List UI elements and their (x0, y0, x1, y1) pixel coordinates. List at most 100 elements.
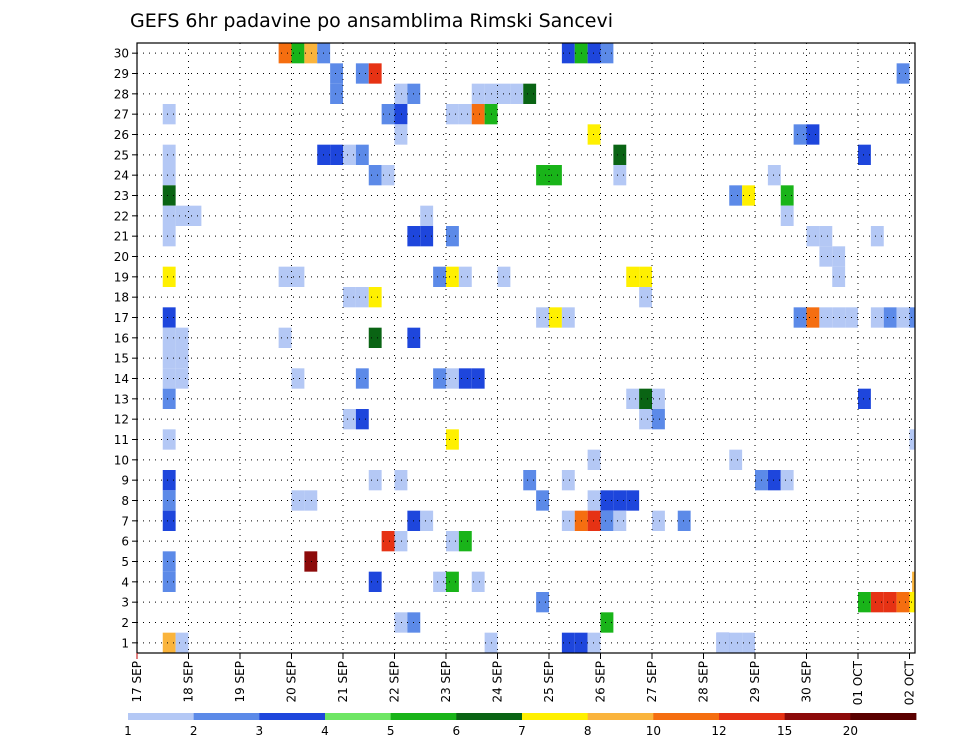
heatmap-cell (858, 388, 871, 409)
y-tick-label: 8 (121, 494, 129, 508)
heatmap-cell (394, 470, 408, 491)
heatmap-cell (626, 266, 640, 287)
heatmap-cell (446, 368, 459, 389)
colorbar-label: 5 (387, 724, 395, 738)
x-tick-label: 28 SEP (697, 661, 711, 703)
x-tick-label: 18 SEP (182, 661, 196, 703)
heatmap-cell (162, 470, 176, 491)
y-tick-label: 23 (114, 189, 129, 203)
y-tick-label: 20 (114, 250, 129, 264)
heatmap-cell (870, 226, 884, 247)
heatmap-cell (330, 83, 344, 104)
colorbar-label: 6 (453, 724, 461, 738)
heatmap-cell (600, 43, 614, 64)
x-axis-ticks: 17 SEP 18 SEP 19 SEP 20 SEP 21 SEP 22 SEP 23 S… (130, 653, 917, 705)
heatmap-cell (420, 205, 434, 226)
heatmap-cell (793, 307, 807, 328)
colorbar-swatch (719, 713, 786, 720)
heatmap-cell (549, 165, 562, 186)
heatmap-cell (600, 490, 614, 511)
heatmap-cell (639, 266, 653, 287)
x-tick-label: 19 SEP (233, 661, 247, 703)
y-tick-label: 30 (114, 47, 129, 61)
y-tick-label: 2 (121, 616, 129, 630)
heatmap-cell (896, 63, 910, 84)
heatmap-cell (819, 226, 833, 247)
y-tick-label: 6 (121, 535, 129, 549)
heatmap-cell (806, 226, 820, 247)
heatmap-cell (433, 571, 447, 592)
colorbar-swatch (522, 713, 589, 720)
heatmap-cell (446, 226, 459, 247)
heatmap-cell (806, 124, 820, 145)
heatmap-cell (832, 307, 846, 328)
y-tick-label: 13 (114, 392, 129, 406)
heatmap-cell (162, 205, 176, 226)
y-tick-label: 9 (121, 474, 129, 488)
heatmap-cell (368, 165, 382, 186)
heatmap-cell (278, 43, 292, 64)
heatmap-cell (549, 307, 562, 328)
heatmap-cell (162, 429, 176, 450)
colorbar-label: 4 (321, 724, 329, 738)
heatmap-cell (291, 266, 305, 287)
heatmap-cell (677, 510, 691, 531)
x-tick-label: 30 SEP (800, 661, 814, 703)
heatmap-cell (626, 388, 640, 409)
heatmap-cell (355, 409, 369, 430)
colorbar-label: 10 (646, 724, 661, 738)
heatmap-cell (896, 592, 910, 613)
heatmap-cell (162, 490, 176, 511)
heatmap-cell (368, 63, 382, 84)
colorbar-label: 7 (518, 724, 526, 738)
heatmap-cell (587, 43, 601, 64)
heatmap-cell (433, 266, 447, 287)
colorbar-label: 12 (711, 724, 726, 738)
heatmap-cell (368, 470, 382, 491)
heatmap-cell (912, 571, 915, 592)
y-tick-label: 21 (114, 230, 129, 244)
heatmap-cell (368, 327, 382, 348)
heatmap-cell (162, 104, 176, 125)
y-tick-label: 29 (114, 67, 129, 81)
heatmap-cell (394, 83, 408, 104)
heatmap-cell (162, 307, 176, 328)
heatmap-cell (162, 165, 176, 186)
colorbar-swatch (456, 713, 523, 720)
colorbar-swatch (784, 713, 851, 720)
heatmap-cell (446, 531, 459, 552)
heatmap-cell (883, 307, 897, 328)
heatmap-cell (536, 165, 550, 186)
x-tick-label: 25 SEP (542, 661, 556, 703)
y-tick-label: 5 (121, 555, 129, 569)
heatmap-cell (832, 266, 846, 287)
x-tick-label: 02 OCT (903, 660, 917, 705)
heatmap-cell (639, 388, 653, 409)
heatmap-cell (729, 632, 743, 653)
heatmap-cell (561, 307, 575, 328)
heatmap-cell (587, 449, 601, 470)
heatmap-cell (291, 368, 305, 389)
colorbar-swatch (390, 713, 457, 720)
heatmap-cell (458, 368, 472, 389)
heatmap-cell (394, 104, 408, 125)
heatmap-cell (909, 429, 915, 450)
heatmap-cell (729, 185, 743, 206)
heatmap-cell (188, 205, 202, 226)
heatmap-cell (278, 266, 292, 287)
heatmap-cell (652, 388, 665, 409)
y-tick-label: 12 (114, 413, 129, 427)
heatmap-cell (716, 632, 730, 653)
chart-title: GEFS 6hr padavine po ansamblima Rimski S… (130, 10, 613, 32)
x-tick-label: 24 SEP (491, 661, 505, 703)
heatmap-cell (806, 307, 820, 328)
heatmap-cell (446, 104, 459, 125)
heatmap-cell (162, 551, 176, 572)
heatmap-cell (536, 592, 550, 613)
y-tick-label: 1 (121, 636, 129, 650)
colorbar-swatch (653, 713, 720, 720)
colorbar-swatch (259, 713, 326, 720)
colorbar-label: 1 (124, 724, 132, 738)
heatmap-cell (446, 429, 459, 450)
